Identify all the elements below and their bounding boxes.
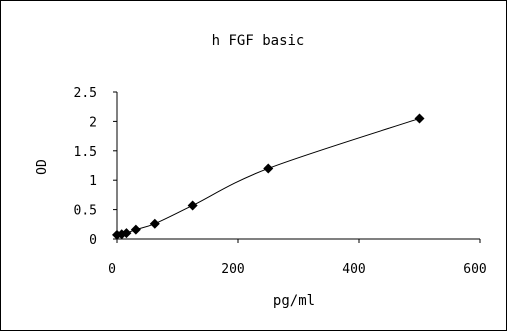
x-tick-label: 200	[221, 262, 244, 277]
series-layer	[112, 113, 425, 240]
x-axis-label: pg/ml	[273, 293, 315, 309]
y-tick-label: 2.5	[74, 86, 97, 101]
data-point-marker	[149, 218, 160, 229]
data-point-marker	[263, 163, 274, 174]
x-tick-label: 600	[463, 262, 486, 277]
data-point-marker	[414, 113, 425, 124]
y-tick-label: 1.5	[74, 145, 97, 160]
series-line	[116, 117, 420, 236]
axes: 0 0.5 1 1.5 2 2.5 0 200 400 600	[74, 86, 487, 277]
chart-title: h FGF basic	[212, 33, 305, 49]
y-tick-label: 1	[89, 174, 97, 189]
data-point-marker	[187, 200, 198, 211]
x-tick-label: 400	[342, 262, 365, 277]
y-tick-label: 0	[89, 233, 97, 248]
x-tick-label: 0	[108, 262, 116, 277]
y-tick-label: 0.5	[74, 204, 97, 219]
y-axis-label: OD	[35, 159, 50, 175]
data-point-marker	[121, 228, 132, 239]
y-tick-label: 2	[89, 115, 97, 130]
data-point-marker	[130, 224, 141, 235]
